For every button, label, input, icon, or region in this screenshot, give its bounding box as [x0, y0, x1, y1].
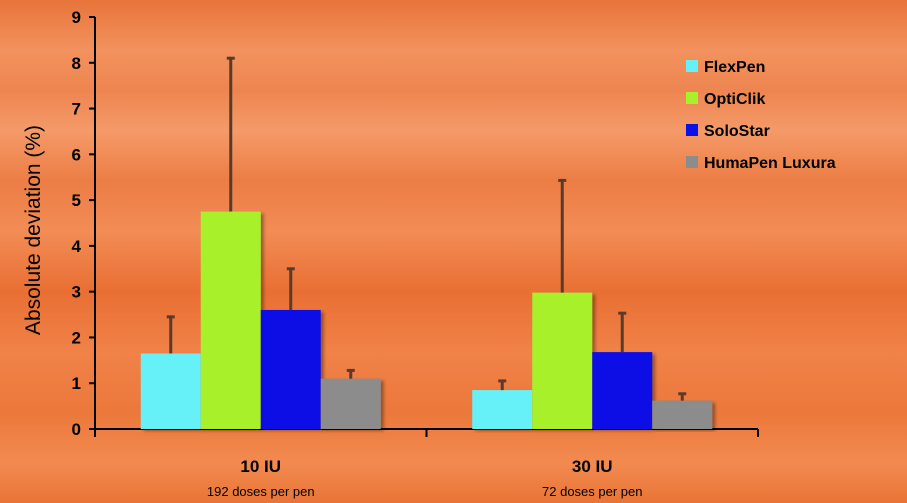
- x-category-label: 30 IU: [572, 457, 613, 476]
- error-bars: [166, 56, 687, 401]
- legend-label: FlexPen: [704, 59, 765, 76]
- legend-swatch: [686, 156, 698, 168]
- legend: FlexPen OptiClik SoloStar HumaPen Luxura: [686, 59, 836, 172]
- bar-flexpen: [472, 390, 533, 429]
- y-tick-label: 7: [72, 100, 81, 119]
- bar-opticlik: [532, 292, 593, 429]
- y-tick-label: 3: [72, 283, 81, 302]
- legend-label: SoloStar: [704, 123, 770, 140]
- bar-opticlik: [200, 211, 261, 429]
- x-category-sublabel: 72 doses per pen: [542, 484, 642, 499]
- bars: [140, 211, 713, 429]
- y-tick-label: 8: [72, 54, 81, 73]
- y-axis: 0 1 2 3 4 5 6 7 8 9: [72, 8, 96, 439]
- y-tick-label: 6: [72, 145, 81, 164]
- legend-label: HumaPen Luxura: [704, 155, 836, 172]
- y-tick-label: 0: [72, 420, 81, 439]
- y-tick-label: 4: [72, 237, 82, 256]
- legend-swatch: [686, 124, 698, 136]
- x-category-label: 10 IU: [240, 457, 281, 476]
- bar-humapen-luxura: [320, 378, 381, 429]
- legend-swatch: [686, 60, 698, 72]
- bar-solostar: [260, 309, 321, 429]
- bar-humapen-luxura: [652, 400, 713, 429]
- x-axis: 10 IU 192 doses per pen 30 IU 72 doses per …: [94, 428, 759, 499]
- y-axis-label: Absolute deviation (%): [22, 125, 45, 335]
- x-category-sublabel: 192 doses per pen: [207, 484, 315, 499]
- bar-flexpen: [140, 353, 201, 429]
- y-tick-label: 9: [72, 8, 81, 27]
- y-tick-label: 1: [72, 374, 81, 393]
- bar-solostar: [592, 352, 653, 429]
- legend-label: OptiClik: [704, 91, 765, 108]
- y-tick-label: 2: [72, 328, 81, 347]
- y-tick-label: 5: [72, 191, 81, 210]
- legend-swatch: [686, 92, 698, 104]
